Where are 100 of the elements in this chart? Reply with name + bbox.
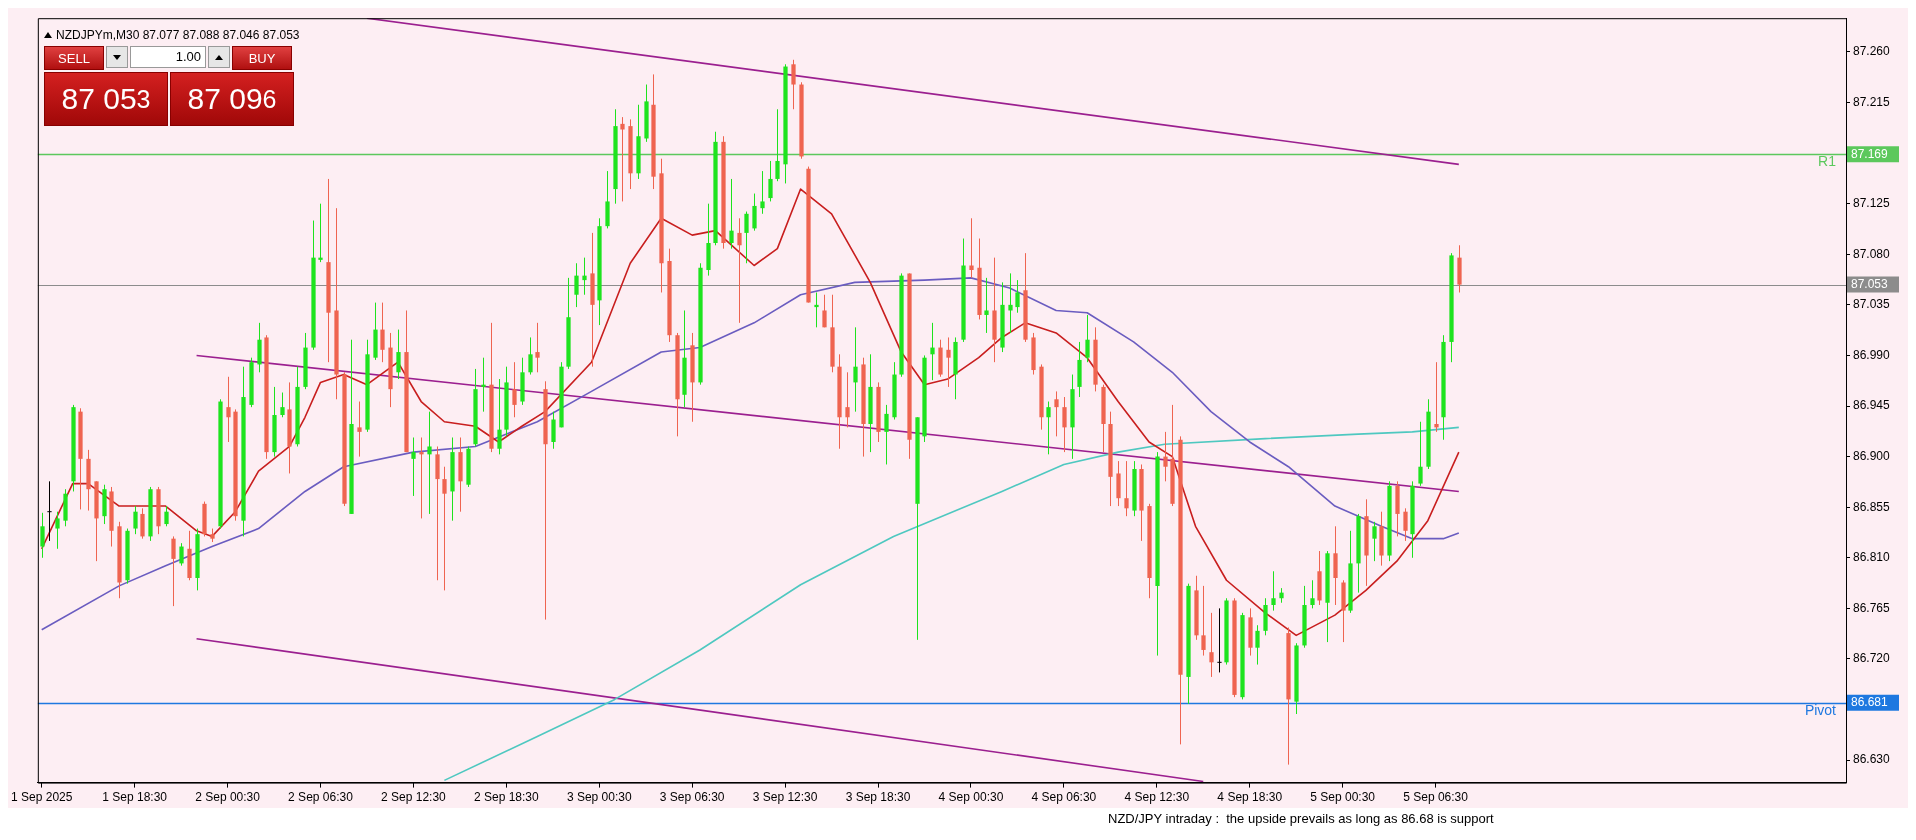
- candlestick: [1163, 431, 1168, 482]
- candlestick: [768, 160, 773, 202]
- candlestick: [737, 217, 742, 324]
- text: NZDJPYm,M30 87.077 87.088 87.046 87.053: [56, 28, 300, 42]
- y-tick-label: 87.260: [1853, 44, 1891, 59]
- candlestick: [791, 59, 796, 110]
- y-tick-label: 86.630: [1853, 752, 1891, 767]
- candlestick: [357, 401, 362, 458]
- candlestick: [729, 178, 734, 250]
- candlestick: [535, 322, 540, 373]
- candlestick: [280, 392, 285, 418]
- y-tick-label: 86.855: [1853, 499, 1891, 514]
- y-tick-label: 87.035: [1853, 297, 1891, 312]
- candlestick: [528, 336, 533, 376]
- candlestick: [775, 108, 780, 182]
- candlestick: [133, 505, 138, 535]
- candlestick: [396, 329, 401, 380]
- x-tick-label: 4 Sep 06:30: [1031, 790, 1097, 805]
- candlestick: [1062, 396, 1067, 453]
- candlestick: [1403, 507, 1408, 542]
- y-tick-label: 87.215: [1853, 94, 1891, 109]
- text-field: 1.00: [130, 46, 206, 68]
- candlestick: [179, 542, 184, 567]
- y-tick-label: 87.125: [1853, 195, 1891, 210]
- candlestick: [46, 480, 53, 542]
- candlestick: [969, 217, 974, 279]
- candlestick: [574, 262, 579, 308]
- text: 87.169: [1851, 146, 1889, 161]
- y-tick-label: 86.945: [1853, 398, 1891, 413]
- x-tick-label: 4 Sep 18:30: [1217, 790, 1283, 805]
- x-tick-label: 3 Sep 06:30: [659, 790, 725, 805]
- candlestick: [40, 512, 45, 559]
- candlestick: [1434, 361, 1439, 433]
- y-tick-label: 86.720: [1853, 651, 1891, 666]
- x-tick-label: 1 Sep 2025: [11, 790, 73, 805]
- candlestick: [171, 535, 176, 607]
- text: NZD/JPY intraday : the upside prevails as long as 86.68 is support: [1108, 811, 1494, 826]
- candlestick: [760, 170, 765, 215]
- x-tick-label: 2 Sep 06:30: [288, 790, 354, 805]
- y-tick-label: 86.765: [1853, 600, 1891, 615]
- candlestick: [1046, 401, 1051, 455]
- candlestick: [1216, 607, 1223, 673]
- candlestick: [411, 437, 416, 497]
- candlestick: [1255, 624, 1260, 666]
- x-tick-label: 5 Sep 06:30: [1403, 790, 1469, 805]
- x-tick-label: 4 Sep 12:30: [1124, 790, 1190, 805]
- x-tick-label: 1 Sep 18:30: [102, 790, 168, 805]
- candlestick: [1418, 421, 1423, 487]
- text: 86.681: [1851, 695, 1889, 710]
- candlestick: [884, 404, 889, 465]
- candlestick: [512, 361, 517, 418]
- candlestick: [1271, 570, 1276, 612]
- candlestick: [752, 193, 757, 232]
- candlestick: [814, 291, 819, 328]
- x-tick-label: 2 Sep 18:30: [473, 790, 540, 805]
- candlestick: [1124, 460, 1129, 517]
- text: 87.053: [1851, 276, 1889, 291]
- candlestick: [551, 411, 556, 450]
- candlestick: [481, 357, 486, 413]
- x-tick-label: 3 Sep 18:30: [845, 790, 911, 805]
- y-tick-label: 86.900: [1853, 448, 1891, 463]
- candlestick: [380, 302, 385, 363]
- x-tick-label: 4 Sep 00:30: [938, 790, 1004, 805]
- x-tick-label: 2 Sep 12:30: [381, 790, 447, 805]
- candlestick: [497, 378, 502, 455]
- x-tick-label: 5 Sep 00:30: [1310, 790, 1376, 805]
- ref-line-label: R1: [1818, 153, 1837, 170]
- y-tick-label: 87.080: [1853, 246, 1891, 261]
- candlestick: [318, 203, 323, 263]
- candlestick: [1085, 314, 1090, 363]
- candlestick: [946, 336, 951, 388]
- candlestick: [744, 211, 749, 264]
- candlestick: [930, 322, 935, 381]
- candlestick: [140, 507, 145, 540]
- candlestick: [1008, 272, 1013, 334]
- candlestick: [1209, 612, 1214, 678]
- candlestick: [226, 376, 231, 443]
- candlestick: [822, 294, 827, 328]
- candlestick: [845, 371, 850, 428]
- x-tick-label: 3 Sep 12:30: [752, 790, 818, 805]
- x-tick-label: 2 Sep 00:30: [195, 790, 261, 805]
- x-tick-label: 3 Sep 00:30: [566, 790, 632, 805]
- candlestick: [1372, 521, 1377, 562]
- candlestick: [55, 511, 60, 550]
- candlestick: [1054, 390, 1059, 437]
- candlestick: [582, 257, 587, 296]
- y-tick-label: 86.810: [1853, 550, 1891, 565]
- candlestick: [419, 437, 424, 519]
- annotation: BUY: [232, 46, 292, 70]
- annotation: SELL: [44, 46, 104, 70]
- candlestick: [853, 326, 858, 413]
- candlestick: [620, 116, 625, 202]
- y-tick-label: 86.990: [1853, 347, 1891, 362]
- candlestick: [442, 466, 447, 591]
- ref-line-label: Pivot: [1804, 702, 1837, 719]
- candlestick: [1015, 279, 1020, 314]
- candlestick: [1201, 585, 1206, 657]
- candlestick: [164, 505, 169, 527]
- candlestick: [1310, 579, 1315, 609]
- candlestick: [427, 411, 432, 515]
